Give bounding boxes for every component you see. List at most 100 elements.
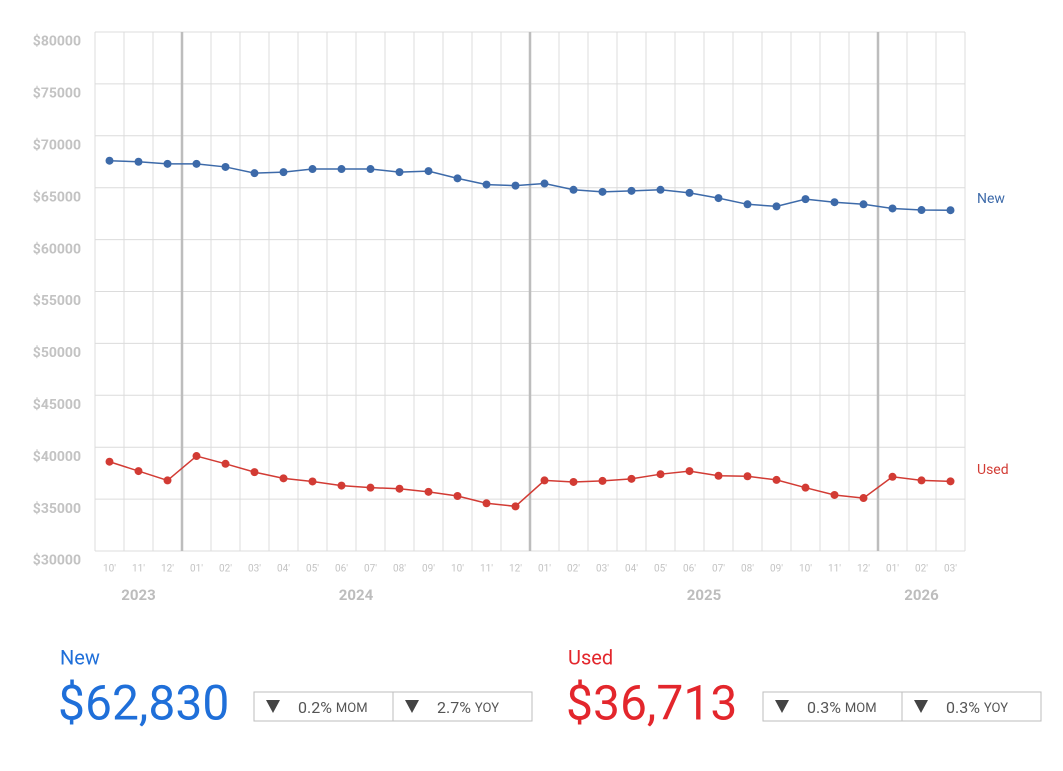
- y-tick-label: $75000: [33, 85, 81, 102]
- summary-label: New: [60, 645, 100, 669]
- data-point: [714, 194, 723, 203]
- change-pct: 0.2%: [298, 698, 332, 717]
- year-label: 2023: [121, 586, 155, 604]
- data-point: [105, 457, 114, 466]
- y-tick-label: $40000: [33, 448, 81, 465]
- data-point: [888, 472, 897, 481]
- y-tick-label: $35000: [33, 500, 81, 517]
- x-tick-label: 10': [451, 564, 464, 575]
- year-label: 2025: [687, 586, 721, 604]
- data-point: [801, 483, 810, 492]
- data-point: [627, 186, 636, 195]
- data-point: [163, 476, 172, 485]
- data-point: [830, 198, 839, 207]
- data-point: [308, 477, 317, 486]
- data-point: [482, 499, 491, 508]
- x-tick-label: 08': [741, 564, 754, 575]
- data-point: [569, 185, 578, 194]
- summary-label: Used: [568, 645, 613, 669]
- change-box: [762, 691, 903, 722]
- down-arrow: [775, 700, 789, 713]
- data-point: [685, 188, 694, 197]
- x-tick-label: 07': [712, 564, 725, 575]
- data-point: [917, 476, 926, 485]
- change-text: 0.3% MOM: [807, 698, 877, 717]
- data-point: [511, 502, 520, 511]
- data-point: [656, 470, 665, 479]
- x-tick-label: 03': [944, 564, 957, 575]
- y-tick-label: $50000: [33, 344, 81, 361]
- data-point: [801, 195, 810, 204]
- data-point: [453, 174, 462, 183]
- down-arrow: [266, 700, 280, 713]
- series-label: New: [977, 191, 1005, 207]
- data-point: [598, 187, 607, 196]
- y-tick-label: $55000: [33, 292, 81, 309]
- change-unit: MOM: [336, 701, 368, 716]
- data-point: [830, 490, 839, 499]
- year-label: 2026: [904, 586, 939, 604]
- data-point: [656, 185, 665, 194]
- data-point: [395, 484, 404, 493]
- y-tick-label: $80000: [33, 33, 81, 50]
- data-point: [714, 471, 723, 480]
- data-point: [482, 180, 491, 189]
- data-point: [627, 474, 636, 483]
- change-unit: YOY: [984, 701, 1008, 716]
- year-label: 2024: [339, 586, 374, 604]
- data-point: [366, 165, 375, 174]
- change-unit: YOY: [475, 701, 499, 716]
- x-tick-label: 02': [567, 564, 580, 575]
- data-point: [569, 477, 578, 486]
- data-point: [859, 200, 868, 209]
- y-tick-label: $60000: [33, 240, 81, 257]
- x-tick-label: 02': [219, 564, 232, 575]
- data-point: [685, 467, 694, 476]
- data-point: [366, 483, 375, 492]
- x-tick-label: 11': [132, 564, 145, 575]
- change-text: 0.3% YOY: [946, 698, 1008, 717]
- x-tick-label: 11': [828, 564, 841, 575]
- data-point: [250, 169, 259, 178]
- data-point: [453, 491, 462, 500]
- data-point: [743, 200, 752, 209]
- data-point: [598, 476, 607, 485]
- x-tick-label: 03': [248, 564, 261, 575]
- x-tick-label: 01': [538, 564, 551, 575]
- series-line: [109, 455, 951, 508]
- x-tick-label: 05': [306, 564, 319, 575]
- data-point: [424, 167, 433, 176]
- change-pct: 0.3%: [946, 698, 980, 717]
- x-tick-label: 04': [277, 564, 290, 575]
- x-tick-label: 04': [625, 564, 638, 575]
- x-tick-label: 08': [393, 564, 406, 575]
- x-tick-label: 12': [509, 564, 522, 575]
- data-point: [772, 475, 781, 484]
- data-point: [888, 204, 897, 213]
- x-tick-label: 10': [103, 564, 116, 575]
- x-tick-label: 02': [915, 564, 928, 575]
- data-point: [946, 477, 955, 486]
- x-tick-label: 09': [422, 564, 435, 575]
- data-point: [134, 157, 143, 166]
- x-tick-label: 09': [770, 564, 783, 575]
- data-point: [859, 494, 868, 503]
- data-point: [772, 202, 781, 211]
- change-pct: 0.3%: [807, 698, 841, 717]
- x-tick-label: 06': [683, 564, 696, 575]
- down-arrow: [405, 700, 419, 713]
- summary-price: $36,713: [566, 675, 737, 732]
- change-box: [901, 691, 1042, 722]
- data-point: [250, 468, 259, 477]
- change-text: 2.7% YOY: [437, 698, 499, 717]
- y-tick-label: $65000: [33, 188, 81, 205]
- change-text: 0.2% MOM: [298, 698, 368, 717]
- data-point: [105, 156, 114, 165]
- data-point: [917, 206, 926, 215]
- data-point: [192, 159, 201, 168]
- x-tick-label: 07': [364, 564, 377, 575]
- x-tick-label: 12': [857, 564, 870, 575]
- data-point: [221, 459, 230, 468]
- series-line: [109, 159, 951, 211]
- data-point: [337, 165, 346, 174]
